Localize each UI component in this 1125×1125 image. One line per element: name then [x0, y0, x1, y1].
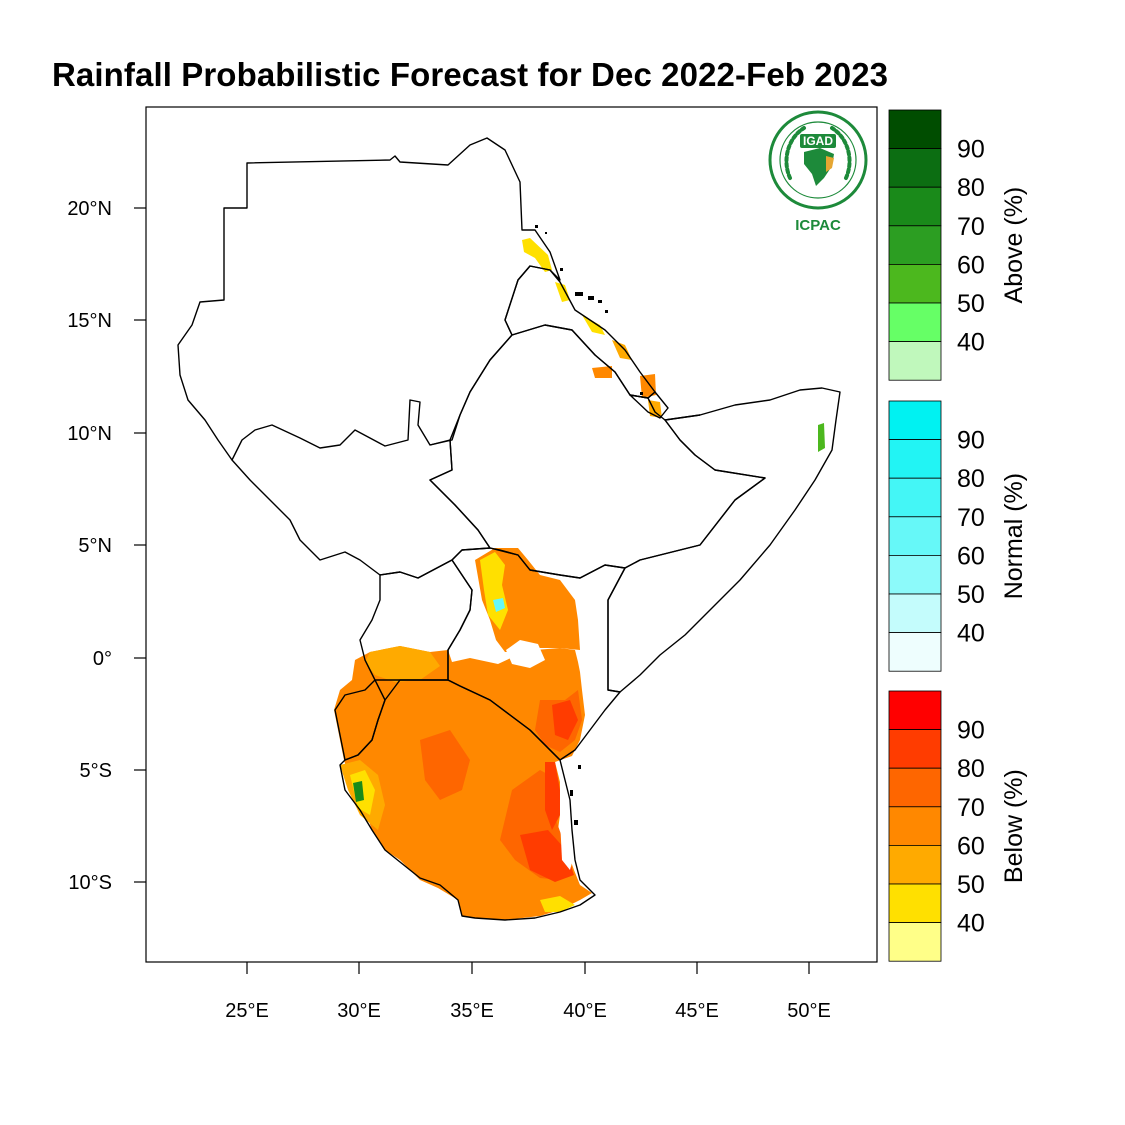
- lat-tick-label: 15°N: [67, 310, 112, 332]
- colorbar-swatch: [888, 516, 942, 556]
- colorbar-swatch: [888, 302, 942, 342]
- lat-axis: 20°N 15°N 10°N 5°N 0° 5°S 10°S: [67, 198, 146, 894]
- colorbar-swatch: [888, 632, 942, 672]
- below-forecast-60pct-area: [420, 730, 470, 800]
- colorbar-tick-label: 50: [957, 290, 985, 318]
- colorbar-title: Normal (%): [1000, 473, 1028, 599]
- country-borders: [177, 137, 841, 921]
- colorbar-tick-label: 60: [957, 251, 985, 279]
- colorbar-swatch: [888, 439, 942, 479]
- no-signal-area: [506, 640, 545, 668]
- colorbar-swatch: [888, 263, 942, 304]
- below-forecast-70pct-area: [552, 700, 578, 740]
- colorbar-swatch: [888, 148, 942, 188]
- colorbar-tick-label: 70: [957, 213, 985, 241]
- below-forecast-coastal-specks: [582, 315, 605, 335]
- colorbar-swatch: [888, 186, 942, 227]
- lat-tick-label: 10°N: [67, 423, 112, 445]
- colorbar-tick-label: 60: [957, 832, 985, 860]
- uganda-border: [359, 559, 473, 681]
- colorbar-tick-label: 40: [957, 620, 985, 648]
- below-forecast-coastal-specks: [640, 374, 656, 398]
- lon-tick-label: 45°E: [675, 1000, 719, 1022]
- lat-tick-label: 0°: [93, 648, 112, 670]
- above-forecast-spot: [353, 781, 364, 802]
- colorbar-swatch: [888, 400, 942, 440]
- lon-tick-label: 40°E: [563, 1000, 607, 1022]
- colorbar-title: Above (%): [1000, 187, 1028, 304]
- colorbar-tick-label: 80: [957, 174, 985, 202]
- colorbar-swatch: [888, 593, 942, 633]
- colorbar-swatch: [888, 225, 942, 265]
- colorbar-swatch: [888, 729, 942, 769]
- colorbar-swatch: [888, 922, 942, 962]
- colorbar-tick-label: 90: [957, 427, 985, 455]
- colorbar-tick-label: 90: [957, 136, 985, 164]
- colorbars: 90 80 70 60 50 40 Above (%) 90 80 70 60 50 40 Normal …: [888, 109, 1028, 962]
- somalia-border: [607, 387, 841, 693]
- lat-tick-label: 20°N: [67, 198, 112, 220]
- colorbar-above: 90 80 70 60 50 40 Above (%): [888, 109, 1028, 381]
- lat-tick-label: 5°S: [80, 760, 112, 782]
- below-forecast-coastal-specks: [612, 340, 632, 360]
- below-forecast-50pct-area: [365, 646, 440, 682]
- colorbar-title: Below (%): [1000, 769, 1028, 883]
- below-forecast-40pct-area: [540, 896, 575, 912]
- coastal-islands: [535, 225, 643, 825]
- colorbar-swatch: [888, 883, 942, 923]
- sudan-border: [177, 137, 561, 461]
- forecast-shading: [334, 238, 825, 920]
- lon-tick-label: 30°E: [337, 1000, 381, 1022]
- lon-tick-label: 35°E: [450, 1000, 494, 1022]
- colorbar-tick-label: 70: [957, 504, 985, 532]
- lon-tick-label: 25°E: [225, 1000, 269, 1022]
- colorbar-tick-label: 50: [957, 871, 985, 899]
- colorbar-tick-label: 90: [957, 717, 985, 745]
- colorbar-swatch: [888, 845, 942, 885]
- below-forecast-70pct-area: [545, 762, 560, 830]
- below-forecast-coastal-specks: [592, 366, 612, 378]
- somaliland-line: [664, 414, 701, 421]
- lat-tick-label: 10°S: [68, 872, 112, 894]
- colorbar-normal: 90 80 70 60 50 40 Normal (%): [888, 400, 1028, 672]
- colorbar-swatch: [888, 806, 942, 846]
- igad-logo: IGAD ICPAC: [768, 110, 868, 234]
- colorbar-swatch: [888, 767, 942, 808]
- colorbar-tick-label: 50: [957, 581, 985, 609]
- colorbar-below: 90 80 70 60 50 40 Below (%): [888, 690, 1028, 962]
- colorbar-tick-label: 80: [957, 755, 985, 783]
- normal-forecast-spot: [493, 598, 505, 612]
- colorbar-tick-label: 80: [957, 465, 985, 493]
- colorbar-swatch: [888, 341, 942, 381]
- colorbar-swatch: [888, 477, 942, 518]
- below-forecast-70pct-area: [520, 830, 574, 882]
- lon-tick-label: 50°E: [787, 1000, 831, 1022]
- lat-tick-label: 5°N: [78, 535, 112, 557]
- colorbar-swatch: [888, 555, 942, 595]
- lon-axis: 25°E 30°E 35°E 40°E 45°E 50°E: [225, 962, 831, 1022]
- colorbar-tick-label: 70: [957, 794, 985, 822]
- above-forecast-spot: [818, 423, 825, 452]
- colorbar-tick-label: 40: [957, 329, 985, 357]
- tanzania-border: [339, 679, 596, 921]
- colorbar-swatch: [888, 109, 942, 149]
- below-forecast-coastal-specks: [522, 238, 552, 272]
- map-title: Rainfall Probabilistic Forecast for Dec …: [52, 56, 889, 93]
- below-forecast-coastal-specks: [555, 282, 570, 302]
- colorbar-tick-label: 60: [957, 542, 985, 570]
- logo-center-text: ICPAC: [795, 217, 841, 234]
- below-forecast-40pct-area: [480, 552, 508, 630]
- djibouti-border: [629, 391, 669, 419]
- colorbar-tick-label: 40: [957, 910, 985, 938]
- colorbar-swatch: [888, 690, 942, 730]
- logo-org-text: IGAD: [803, 134, 833, 148]
